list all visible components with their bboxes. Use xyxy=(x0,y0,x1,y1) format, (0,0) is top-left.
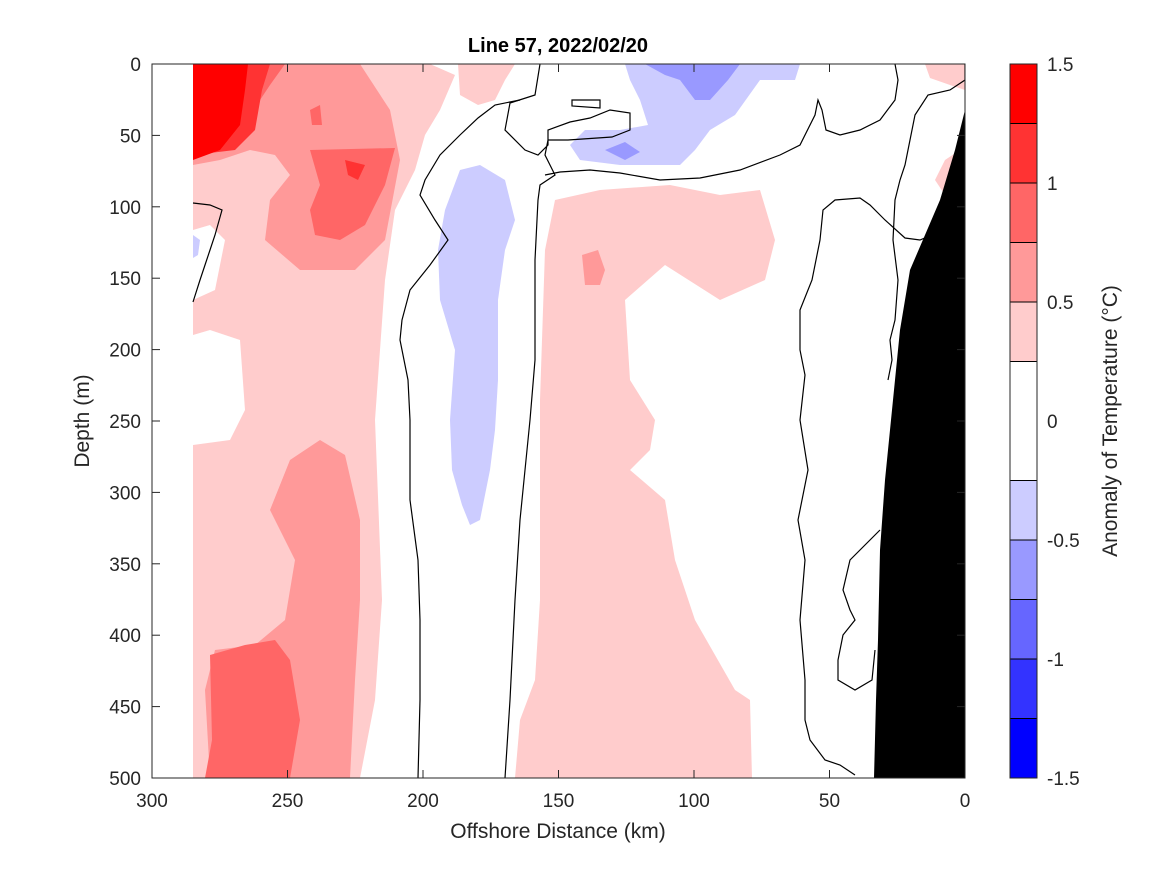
x-tick-label: 50 xyxy=(819,791,840,812)
y-tick-label: 300 xyxy=(109,483,141,504)
y-axis: 0 50 100 150 200 250 300 350 400 450 500 xyxy=(109,55,965,790)
anomaly-region-0.25-middle-warm xyxy=(515,185,775,778)
colorbar-segment xyxy=(1010,64,1037,124)
colorbar-segment xyxy=(1010,361,1037,481)
contour-line-west-top xyxy=(192,202,223,303)
colorbar-tick-label: -0.5 xyxy=(1047,531,1080,552)
contour-line-central-left xyxy=(399,99,521,778)
y-tick-label: 100 xyxy=(109,198,141,219)
bathymetry-seafloor xyxy=(874,110,965,778)
anomaly-region-0.75-small xyxy=(310,105,322,125)
y-tick-label: 350 xyxy=(109,555,141,576)
colorbar-segment xyxy=(1010,659,1037,719)
colorbar-segment xyxy=(1010,123,1037,183)
colorbar-segment xyxy=(1010,718,1037,778)
colorbar-tick-label: 1.5 xyxy=(1047,55,1073,76)
anomaly-region-0.25-surface-central xyxy=(458,64,515,105)
colorbar-segment xyxy=(1010,242,1037,302)
y-tick-label: 0 xyxy=(130,55,141,76)
x-tick-label: 0 xyxy=(960,791,971,812)
plot-area xyxy=(152,64,965,778)
anomaly-region-0.75-subsurface xyxy=(310,148,395,240)
y-axis-label: Depth (m) xyxy=(71,374,94,467)
anomaly-region-0.75-west-deep xyxy=(205,640,300,778)
y-tick-label: 250 xyxy=(109,412,141,433)
y-tick-label: 150 xyxy=(109,269,141,290)
anomaly-region-0.25-nearshore xyxy=(925,64,965,90)
anomaly-region-neg0.25-edge xyxy=(193,235,200,258)
colorbar: 1.5 1 0.5 0 -0.5 -1 -1.5 xyxy=(1009,55,1080,790)
y-tick-label: 50 xyxy=(120,126,141,147)
y-tick-label: 400 xyxy=(109,626,141,647)
anomaly-region-1.0-sub xyxy=(345,160,365,180)
anomaly-region-0.5-middle-blob xyxy=(582,250,605,285)
chart-title: Line 57, 2022/02/20 xyxy=(468,35,648,57)
colorbar-frame xyxy=(1009,63,1038,779)
colorbar-segment xyxy=(1010,183,1037,243)
y-tick-label: 200 xyxy=(109,341,141,362)
x-tick-label: 250 xyxy=(272,791,304,812)
anomaly-region-neg0.5-small xyxy=(605,142,640,160)
zero-contours xyxy=(192,64,965,778)
x-tick-label: 300 xyxy=(136,791,168,812)
colorbar-segment xyxy=(1010,302,1037,362)
contour-line-central-cap xyxy=(571,99,601,109)
y-tick-label: 450 xyxy=(109,698,141,719)
x-tick-label: 150 xyxy=(543,791,575,812)
colorbar-segment xyxy=(1010,540,1037,600)
colorbar-segment xyxy=(1010,599,1037,659)
contour-line-deep-loop xyxy=(837,529,881,691)
x-tick-label: 100 xyxy=(678,791,710,812)
colorbar-tick-label: 0 xyxy=(1047,412,1058,433)
colorbar-tick-label: -1.5 xyxy=(1047,769,1080,790)
colorbar-segment xyxy=(1010,480,1037,540)
colorbar-tick-label: 1 xyxy=(1047,174,1058,195)
x-axis-label: Offshore Distance (km) xyxy=(450,820,666,843)
x-axis: 300 250 200 150 100 50 0 xyxy=(136,64,970,812)
anomaly-region-neg0.5-surface xyxy=(645,64,740,100)
y-tick-label: 500 xyxy=(109,769,141,790)
x-tick-label: 200 xyxy=(407,791,439,812)
anomaly-region-1.25-core xyxy=(193,64,248,160)
contour-line-nearshore xyxy=(887,64,965,381)
anomaly-region-0.25-western-warm xyxy=(193,64,455,778)
colorbar-tick-label: -1 xyxy=(1047,650,1064,671)
contour-line-central-right xyxy=(504,64,631,778)
colorbar-tick-label: 0.5 xyxy=(1047,293,1073,314)
contour-line-shelf xyxy=(797,197,944,776)
colorbar-label: Anomaly of Temperature (°C) xyxy=(1099,285,1122,557)
contour-line-upper-right xyxy=(544,64,899,181)
anomaly-region-neg0.25-surface xyxy=(570,64,800,165)
anomaly-region-neg0.25-intrusion xyxy=(438,165,515,525)
